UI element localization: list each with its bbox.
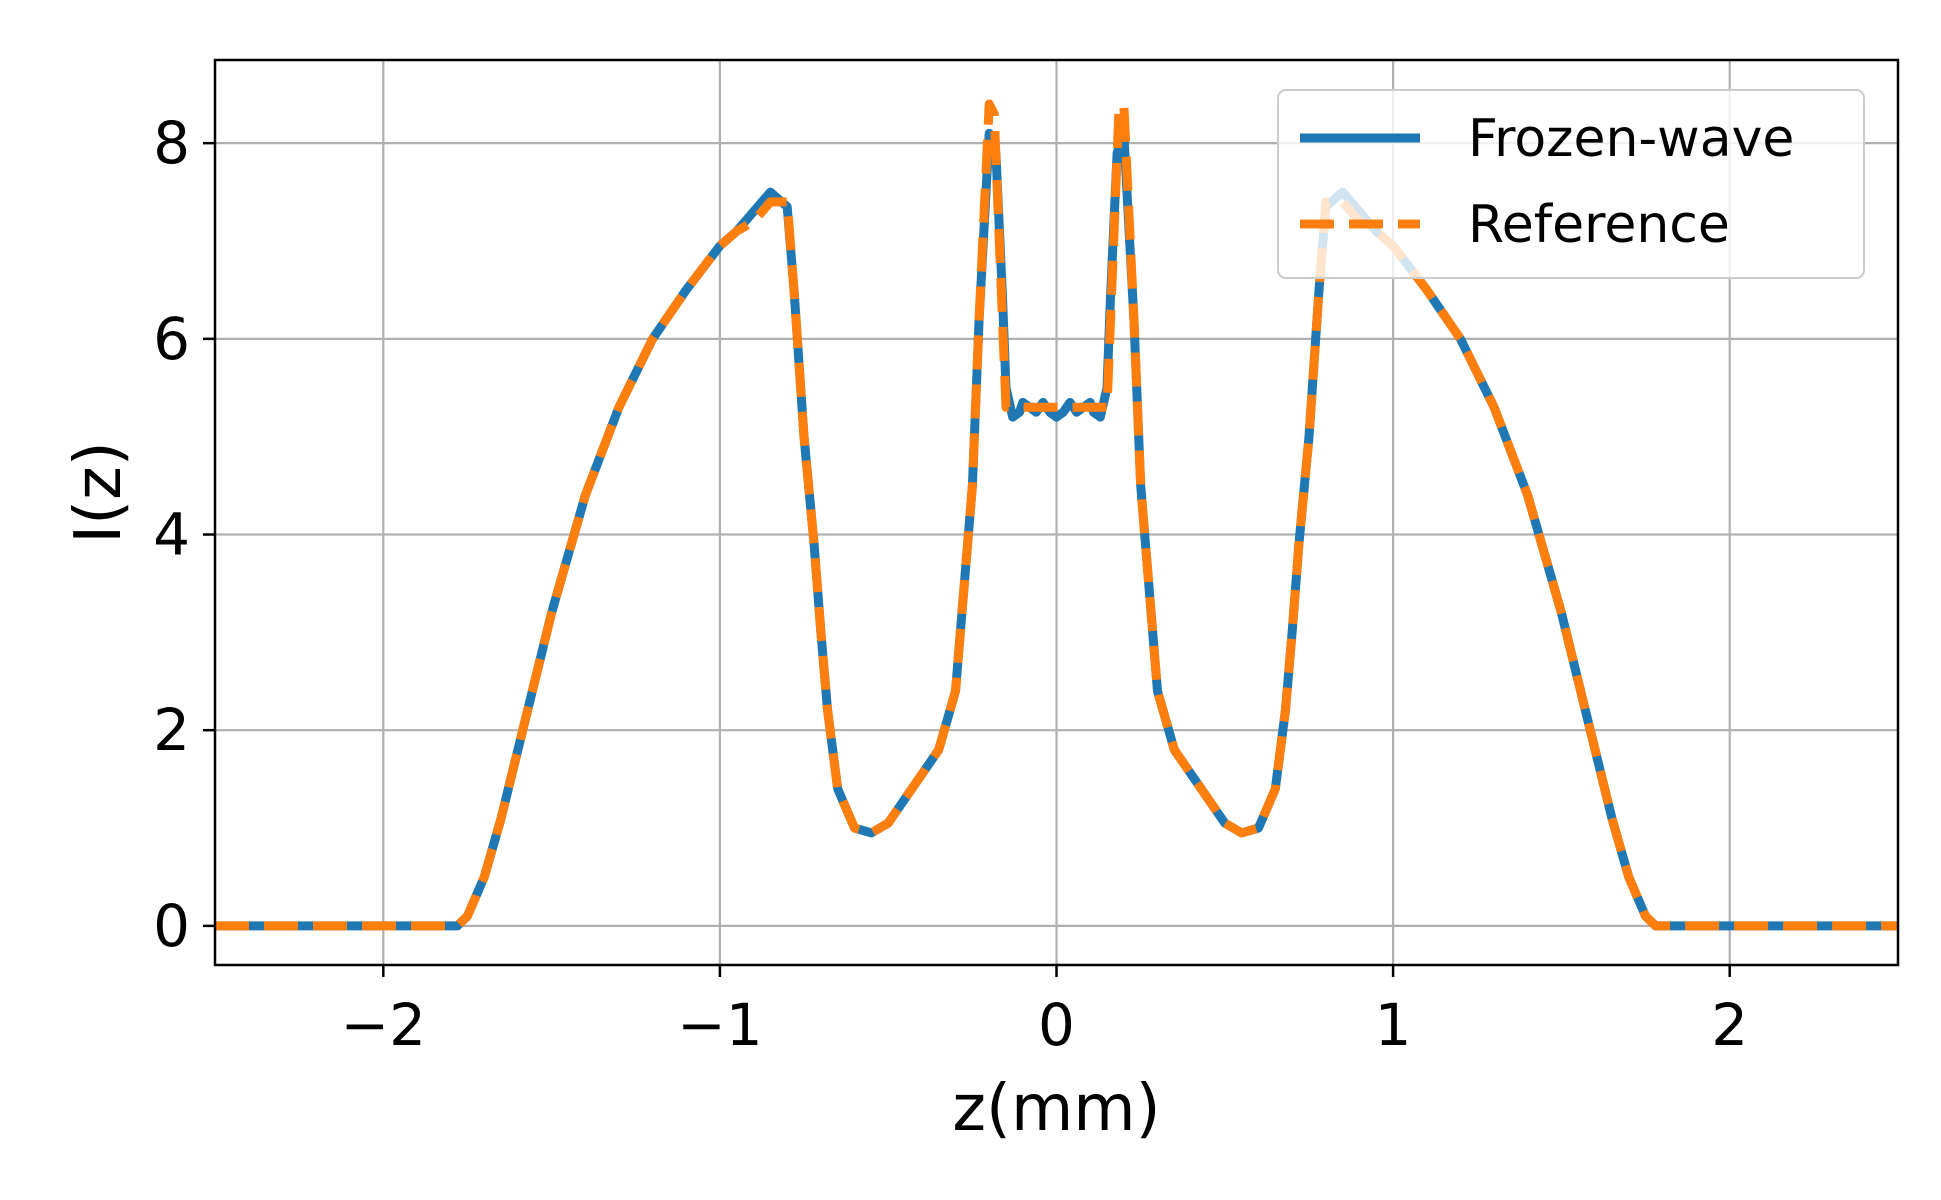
legend-label: Reference: [1468, 195, 1730, 255]
y-tick-label: 0: [153, 892, 190, 960]
legend: Frozen-wave Reference: [1277, 89, 1865, 279]
y-tick-label: 2: [153, 696, 190, 764]
x-tick-label: 1: [1375, 991, 1412, 1059]
series-line-reference: [215, 99, 1898, 931]
x-tick-label: 2: [1711, 991, 1748, 1059]
ticks: −2 −1 0 1 2 0 2 4 6 8: [153, 109, 1748, 1059]
x-tick-label: −2: [341, 991, 427, 1059]
legend-box: [1277, 89, 1865, 279]
x-tick-label: 0: [1038, 991, 1075, 1059]
y-tick-label: 6: [153, 305, 190, 373]
y-tick-label: 8: [153, 109, 190, 177]
x-axis-label: z(mm): [952, 1072, 1160, 1146]
x-tick-label: −1: [677, 991, 763, 1059]
y-axis-label: I(z): [62, 441, 136, 543]
legend-label: Frozen-wave: [1468, 109, 1794, 169]
y-tick-label: 4: [153, 501, 190, 569]
